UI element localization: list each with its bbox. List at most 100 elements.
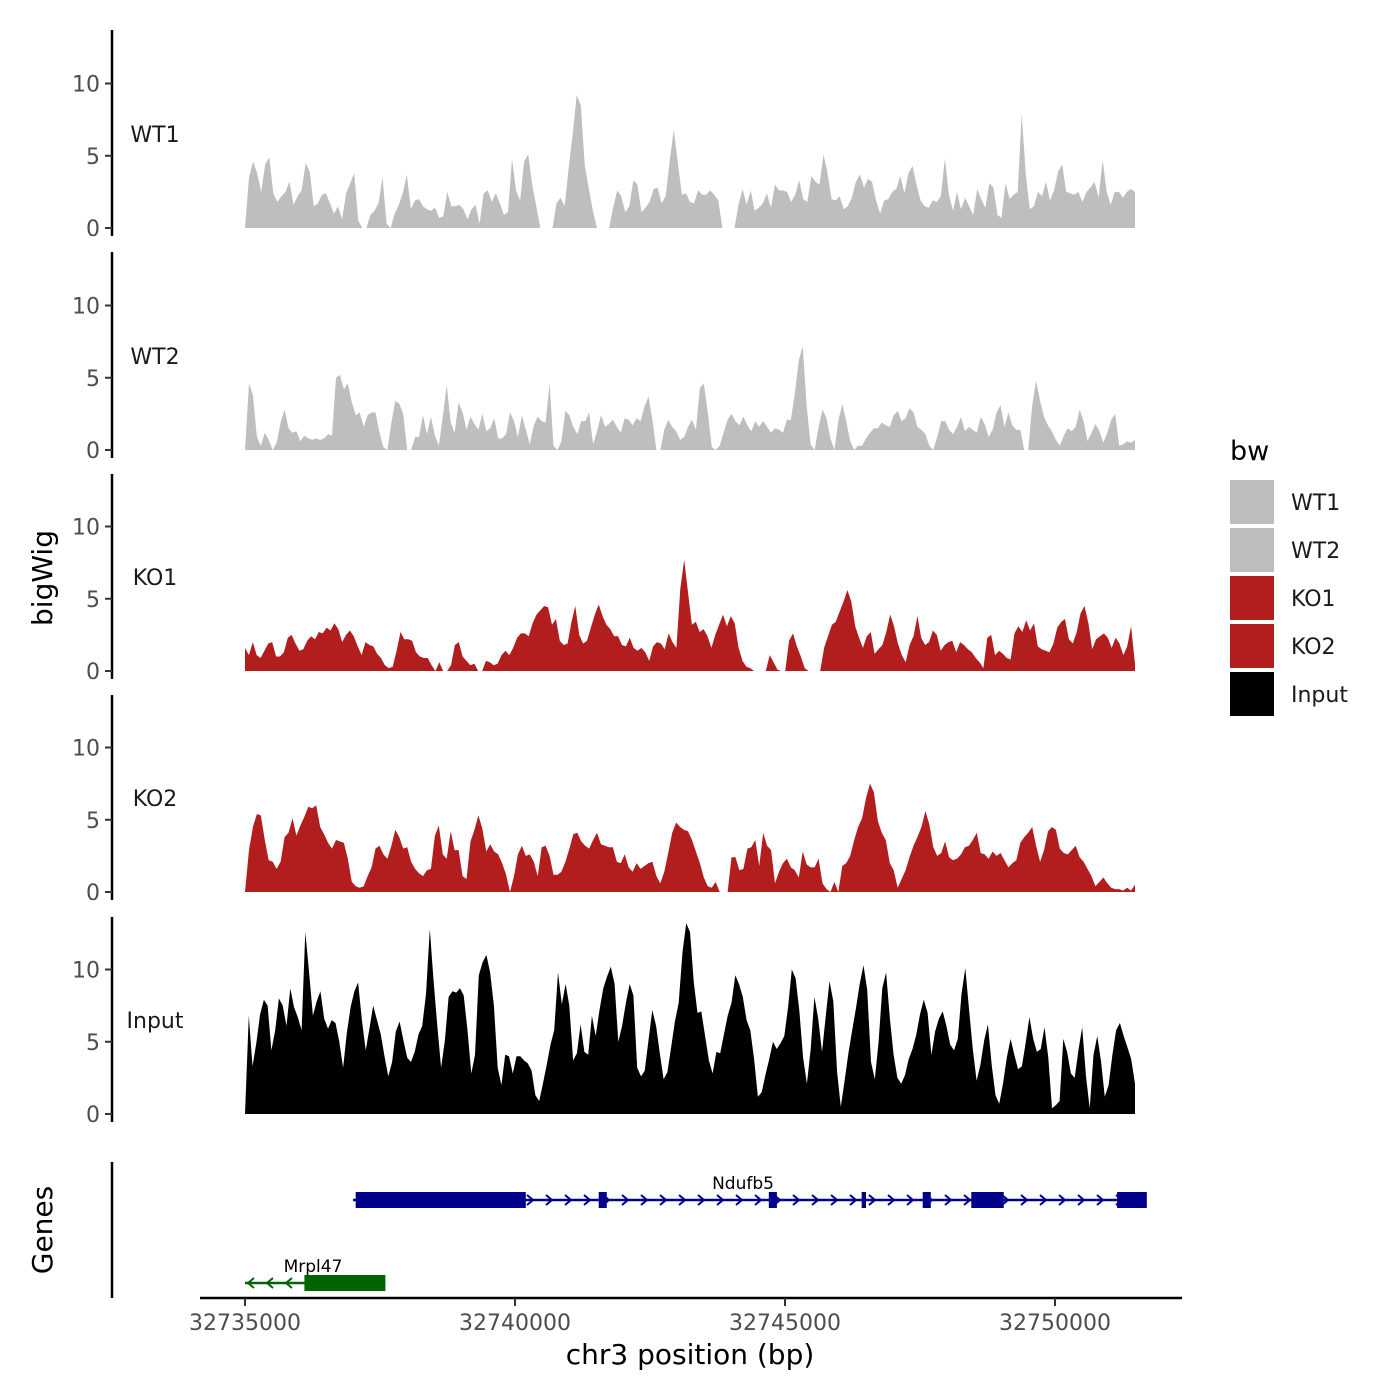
strand-arrow <box>1020 1194 1029 1206</box>
legend-item-wt1: WT1 <box>1230 480 1340 524</box>
genes-axis-title: Genes <box>26 1186 59 1274</box>
exon-ndufb5-6 <box>1117 1192 1147 1208</box>
track-label-wt2: WT2 <box>130 345 179 370</box>
strand-arrow <box>830 1194 839 1206</box>
strand-arrow <box>284 1277 293 1289</box>
gene-mrpl47: Mrpl47 <box>245 1257 386 1291</box>
legend-swatch <box>1230 624 1274 668</box>
legend-swatch <box>1230 576 1274 620</box>
x-tick-label: 32735000 <box>189 1311 301 1336</box>
y-axis-title: bigWig <box>26 530 59 626</box>
strand-arrow <box>526 1194 535 1206</box>
strand-arrow <box>735 1194 744 1206</box>
gene-models: Ndufb5 Mrpl47 <box>245 1174 1147 1291</box>
y-tick-label: 0 <box>86 881 100 906</box>
strand-arrow <box>1058 1194 1067 1206</box>
x-tick-label: 32750000 <box>999 1311 1111 1336</box>
exon-mrpl47-0 <box>304 1275 386 1291</box>
strand-arrow <box>246 1277 255 1289</box>
track-ko1: 0 5 10 KO1 <box>72 474 1135 685</box>
exon-ndufb5-0 <box>355 1192 526 1208</box>
strand-arrow <box>754 1194 763 1206</box>
legend-swatch <box>1230 672 1274 716</box>
strand-arrow <box>963 1194 972 1206</box>
legend-title: bw <box>1230 436 1269 467</box>
y-tick-label: 10 <box>72 295 100 320</box>
strand-arrow <box>564 1194 573 1206</box>
track-label-input: Input <box>127 1009 184 1034</box>
strand-arrow <box>811 1194 820 1206</box>
strand-arrow <box>545 1194 554 1206</box>
track-label-wt1: WT1 <box>130 123 179 148</box>
legend-item-input: Input <box>1230 672 1348 716</box>
strand-arrow <box>1077 1194 1086 1206</box>
y-tick-label: 0 <box>86 217 100 242</box>
legend-label: WT2 <box>1291 539 1340 564</box>
strand-arrow <box>640 1194 649 1206</box>
coverage-area-input-0 <box>245 923 1135 1114</box>
strand-arrow <box>906 1194 915 1206</box>
y-tick-label: 5 <box>86 367 100 392</box>
strand-arrow <box>265 1277 274 1289</box>
coverage-area-ko1-0 <box>245 559 1135 671</box>
y-tick-label: 5 <box>86 1031 100 1056</box>
track-ko2: 0 5 10 KO2 <box>72 695 1135 906</box>
exon-ndufb5-1 <box>598 1192 607 1208</box>
y-tick-label: 0 <box>86 660 100 685</box>
y-tick-label: 10 <box>72 737 100 762</box>
strand-arrow <box>1039 1194 1048 1206</box>
legend-items: WT1 WT2 KO1 KO2 Input <box>1230 480 1348 716</box>
coverage-area-ko2-0 <box>245 783 1135 892</box>
legend-item-ko2: KO2 <box>1230 624 1336 668</box>
strand-arrow <box>944 1194 953 1206</box>
strand-arrow <box>1096 1194 1105 1206</box>
y-tick-label: 0 <box>86 1103 100 1128</box>
track-wt1: 0 5 10 WT1 <box>72 30 1135 242</box>
legend-swatch <box>1230 480 1274 524</box>
exon-ndufb5-4 <box>922 1192 931 1208</box>
x-tick-label: 32740000 <box>459 1311 571 1336</box>
strand-arrow <box>792 1194 801 1206</box>
strand-arrow <box>678 1194 687 1206</box>
coverage-area-wt1-0 <box>245 95 1135 228</box>
y-tick-label: 5 <box>86 809 100 834</box>
legend-label: WT1 <box>1291 491 1340 516</box>
legend-label: Input <box>1291 683 1348 708</box>
coverage-area-wt2-0 <box>245 346 1135 450</box>
strand-arrow <box>868 1194 877 1206</box>
strand-arrow <box>583 1194 592 1206</box>
x-axis-title: chr3 position (bp) <box>566 1338 815 1371</box>
strand-arrow <box>716 1194 725 1206</box>
x-tick-label: 32745000 <box>729 1311 841 1336</box>
strand-arrow <box>621 1194 630 1206</box>
strand-arrow <box>887 1194 896 1206</box>
legend-item-ko1: KO1 <box>1230 576 1336 620</box>
strand-arrow <box>659 1194 668 1206</box>
y-tick-label: 5 <box>86 588 100 613</box>
track-input: 0 5 10 Input <box>72 917 1135 1128</box>
y-tick-label: 5 <box>86 145 100 170</box>
exon-ndufb5-5 <box>971 1192 1004 1208</box>
legend: bw WT1 WT2 KO1 KO2 Input <box>1230 436 1348 716</box>
exon-ndufb5-3 <box>861 1192 866 1208</box>
y-tick-label: 10 <box>72 73 100 98</box>
gene-label-ndufb5: Ndufb5 <box>712 1174 774 1194</box>
legend-swatch <box>1230 528 1274 572</box>
strand-arrow <box>1001 1194 1010 1206</box>
gene-label-mrpl47: Mrpl47 <box>284 1257 343 1277</box>
y-tick-label: 10 <box>72 959 100 984</box>
coverage-tracks: 0 5 10 WT1 0 5 10 WT2 0 5 10 KO1 0 5 10 KO2 0 5 10 Input <box>72 30 1135 1128</box>
track-label-ko2: KO2 <box>133 787 178 812</box>
strand-arrow <box>849 1194 858 1206</box>
legend-label: KO2 <box>1291 635 1336 660</box>
legend-label: KO1 <box>1291 587 1336 612</box>
x-axis-ticks: 32735000 32740000 32745000 32750000 <box>189 1298 1111 1336</box>
legend-item-wt2: WT2 <box>1230 528 1340 572</box>
strand-arrow <box>697 1194 706 1206</box>
y-tick-label: 10 <box>72 516 100 541</box>
exon-ndufb5-2 <box>768 1192 777 1208</box>
y-tick-label: 0 <box>86 439 100 464</box>
gene-ndufb5: Ndufb5 <box>353 1174 1147 1208</box>
